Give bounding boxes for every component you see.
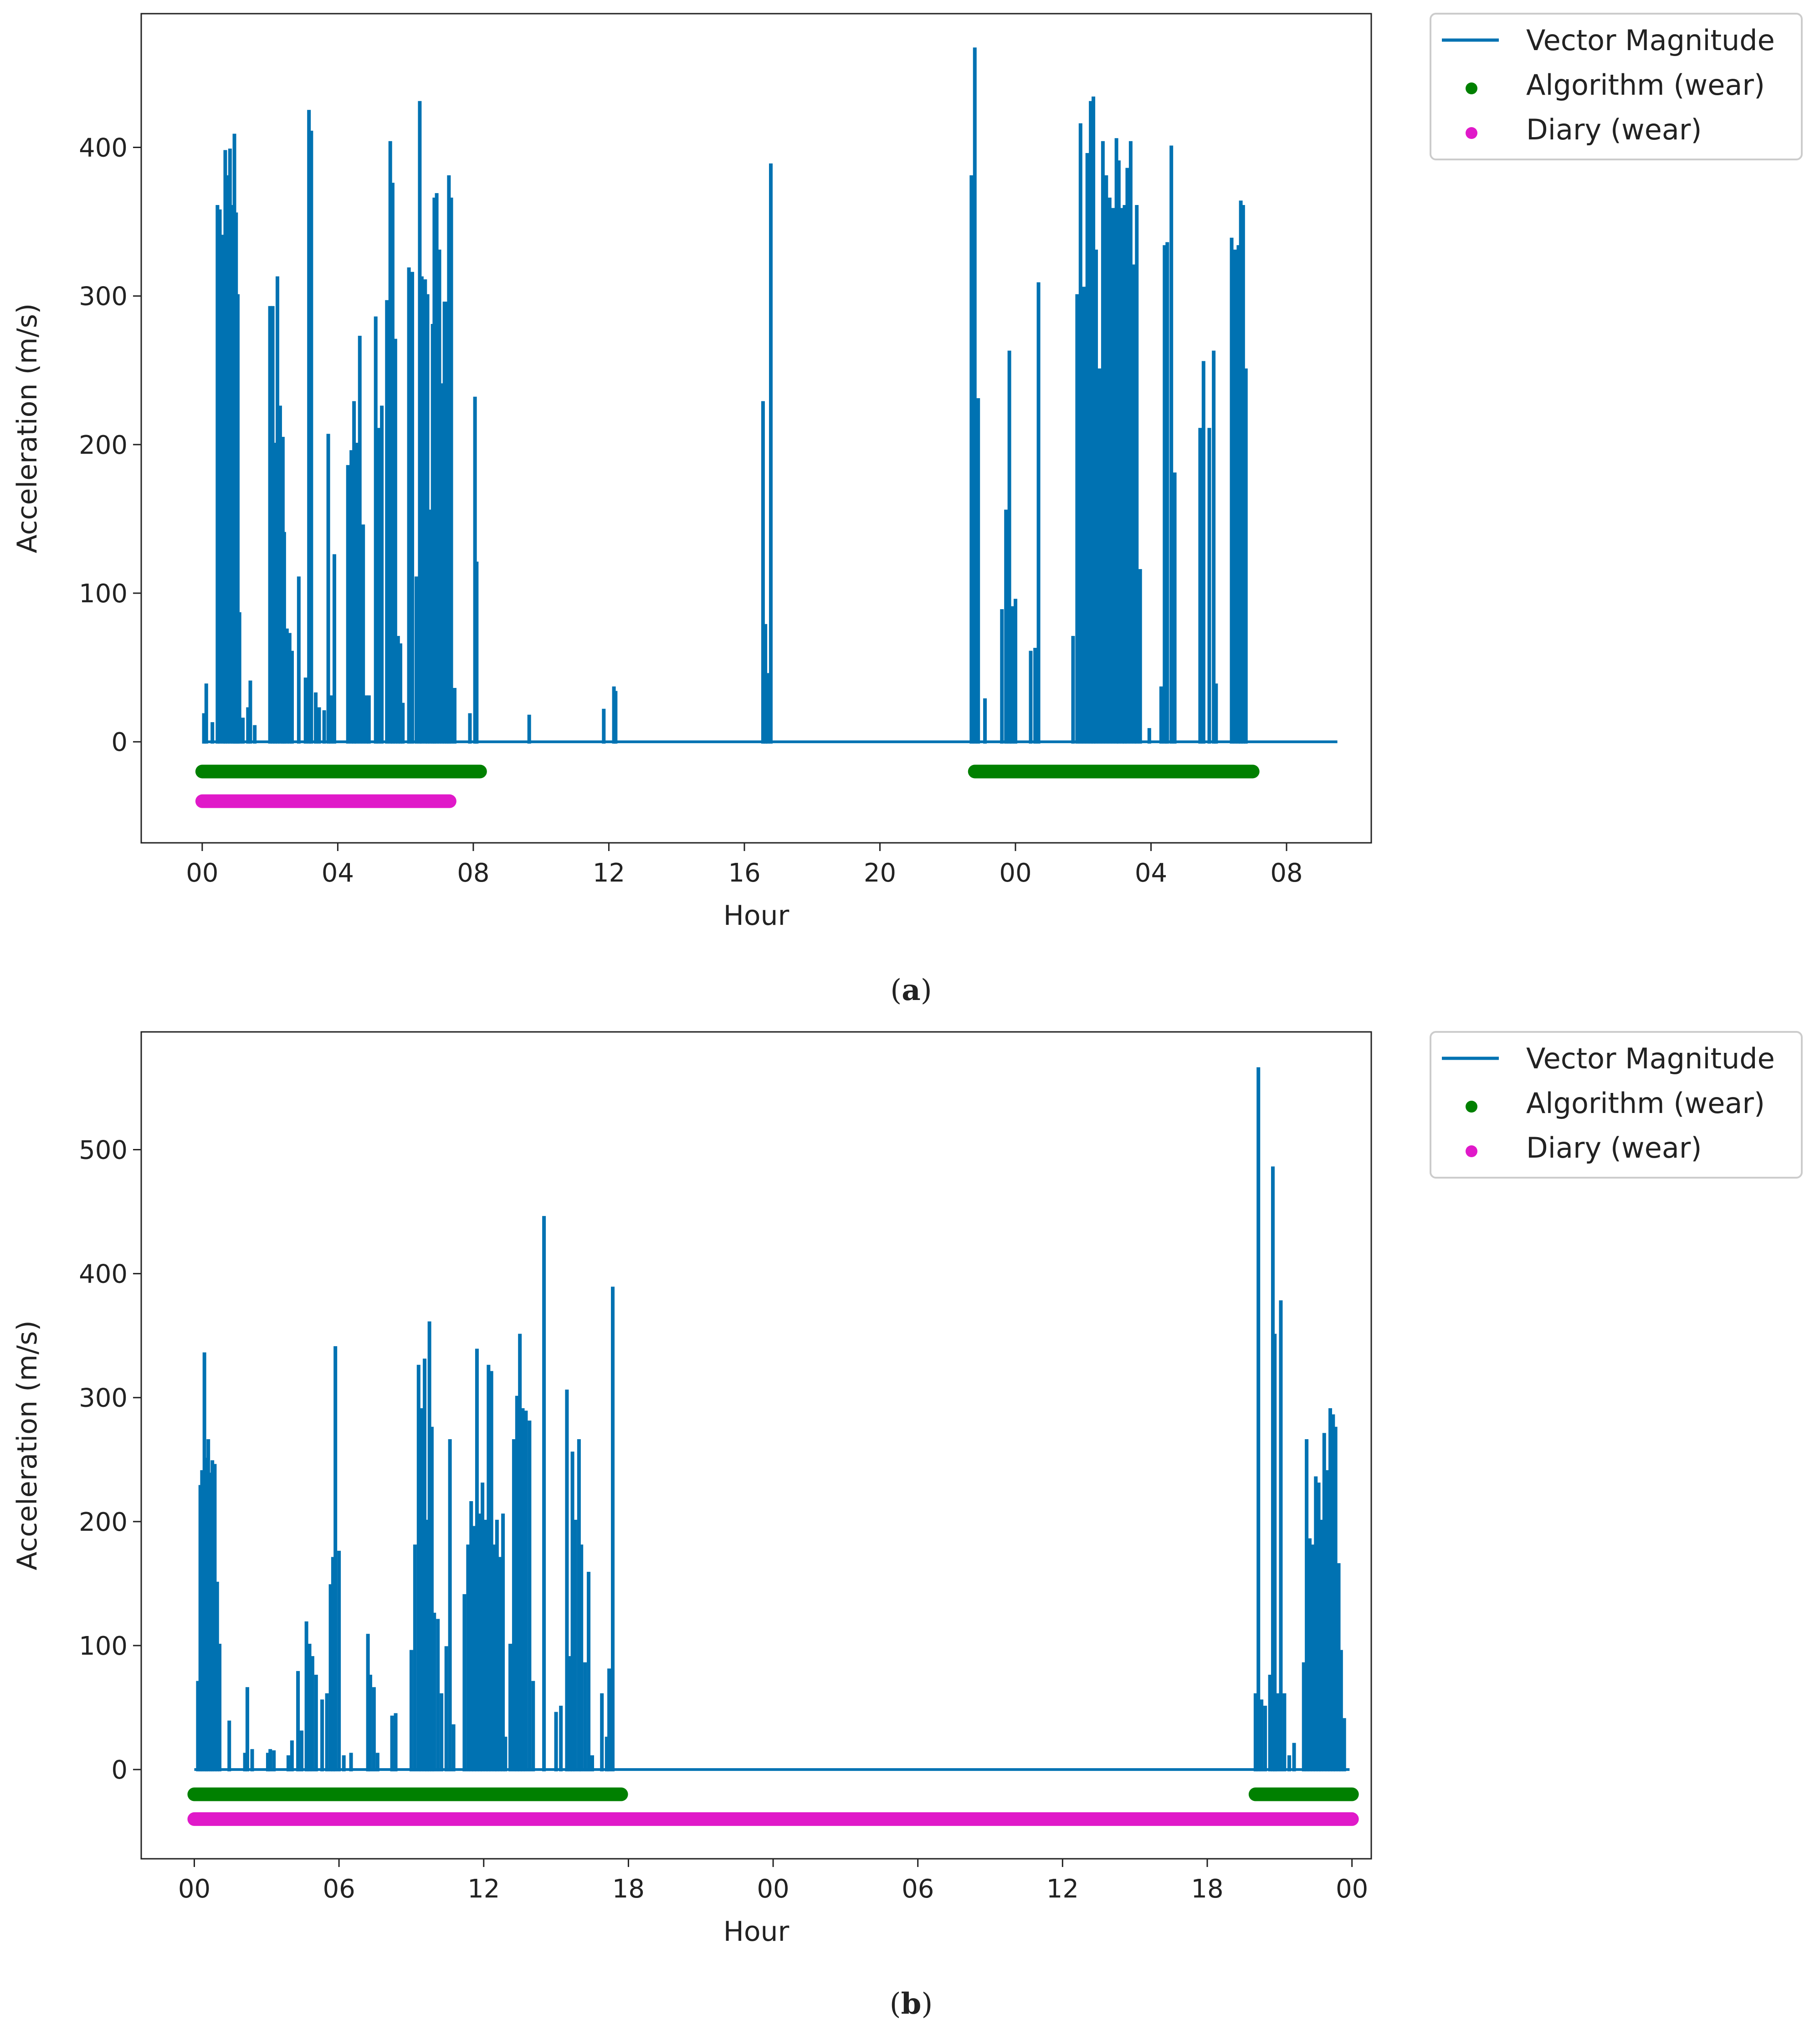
chart-b-legend-marker-1 (1466, 1101, 1477, 1113)
chart-a-plot-area (195, 47, 1338, 808)
chart-a-legend-box (1430, 13, 1803, 160)
chart-b-y-tick-label-0: 0 (111, 1755, 128, 1785)
chart-b-x-tick-label-7: 18 (1191, 1874, 1223, 1904)
chart-b-x-tick-label-3: 18 (612, 1874, 645, 1904)
chart-b-y-axis-label: Acceleration (m/s) (11, 1320, 43, 1570)
chart-b-x-tick-label-1: 06 (323, 1874, 355, 1904)
chart-a-legend-marker-2 (1466, 127, 1477, 139)
chart-a-x-tick-label-4: 16 (728, 858, 760, 888)
chart-a-y-tick-label-2: 200 (79, 431, 128, 460)
chart-a-legend-marker-1 (1466, 82, 1477, 94)
chart-b-x-tick-label-6: 12 (1046, 1874, 1079, 1904)
chart-a-legend: Vector Magnitude Algorithm (wear) Diary (w… (1430, 13, 1803, 160)
chart-b-x-tick-label-0: 00 (178, 1874, 210, 1904)
chart-b-x-axis-label: Hour (723, 1916, 790, 1948)
chart-b-legend: Vector Magnitude Algorithm (wear) Diary (w… (1430, 1031, 1803, 1179)
chart-b-legend-marker-2 (1466, 1145, 1477, 1157)
chart-a-legend-label-1: Algorithm (wear) (1526, 68, 1765, 102)
chart-a-series-vector-magnitude (202, 47, 1338, 744)
chart-b-axes-frame (140, 1031, 1372, 1860)
chart-a-x-axis-label: Hour (723, 900, 790, 932)
chart-a-y-tick-label-1: 100 (79, 579, 128, 609)
chart-b-y-tick-label-4: 400 (79, 1260, 128, 1289)
chart-b-legend-label-0: Vector Magnitude (1526, 1042, 1775, 1075)
chart-b-y-tick-label-3: 300 (79, 1384, 128, 1413)
chart-a-y-tick-label-4: 400 (79, 133, 128, 163)
chart-a-x-tick-label-1: 04 (322, 858, 354, 888)
chart-a-y-tick-label-3: 300 (79, 282, 128, 312)
chart-a-y-tick-label-0: 0 (111, 728, 128, 757)
chart-a-y-axis-label: Acceleration (m/s) (11, 303, 43, 554)
chart-b-y-tick-label-5: 500 (79, 1136, 128, 1165)
chart-a-x-tick-label-2: 08 (457, 858, 489, 888)
chart-a-legend-label-2: Diary (wear) (1526, 113, 1702, 146)
panel-b: 0 100 200 300 400 500 00 06 12 18 00 06 12 18 00 Hour Ac… (11, 1031, 1803, 1948)
chart-b-legend-label-1: Algorithm (wear) (1526, 1087, 1765, 1120)
chart-a-x-tick-label-7: 04 (1135, 858, 1167, 888)
chart-a-x-tick-label-6: 00 (999, 858, 1031, 888)
chart-b-x-tick-label-4: 00 (757, 1874, 789, 1904)
chart-b-y-tick-label-2: 200 (79, 1508, 128, 1537)
chart-a-legend-label-0: Vector Magnitude (1526, 24, 1775, 57)
chart-b-legend-box (1430, 1031, 1803, 1179)
panel-a: 0 100 200 300 400 00 04 08 12 16 20 00 04 08 Hour Accel… (11, 13, 1803, 932)
chart-a-x-tick-label-5: 20 (864, 858, 896, 888)
chart-a-x-tick-label-8: 08 (1270, 858, 1302, 888)
chart-b-series-vector-magnitude (194, 1067, 1350, 1772)
caption-a: (a) (890, 973, 932, 1007)
chart-a-x-tick-label-3: 12 (593, 858, 625, 888)
chart-a-axes-frame (140, 13, 1372, 844)
chart-a-x-tick-label-0: 00 (186, 858, 218, 888)
chart-b-x-tick-label-2: 12 (467, 1874, 500, 1904)
chart-b-plot-area (187, 1067, 1359, 1826)
chart-b-x-tick-label-5: 06 (902, 1874, 934, 1904)
chart-b-x-tick-label-8: 00 (1336, 1874, 1368, 1904)
caption-b: (b) (890, 1987, 933, 2021)
chart-b-y-tick-label-1: 100 (79, 1631, 128, 1661)
chart-b-legend-label-2: Diary (wear) (1526, 1131, 1702, 1164)
